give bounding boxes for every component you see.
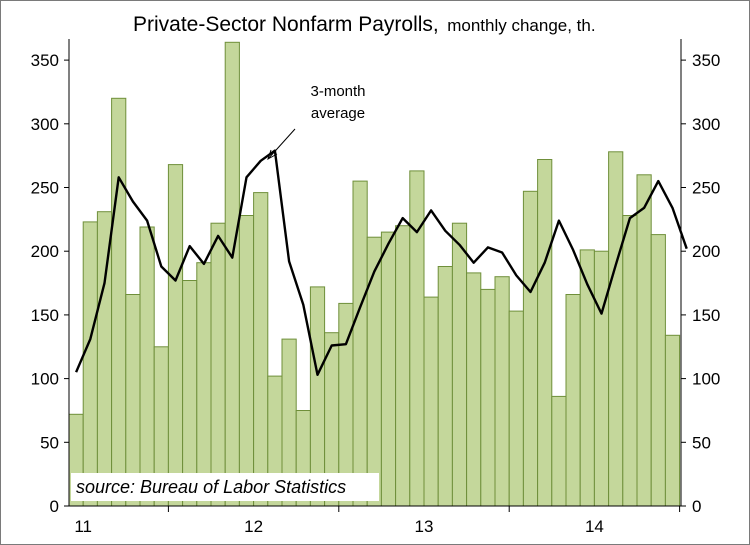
right-y-tick-label: 150 bbox=[692, 306, 720, 325]
left-y-tick-label: 200 bbox=[31, 242, 59, 261]
x-tick-label: 12 bbox=[244, 517, 263, 536]
bar bbox=[253, 192, 269, 507]
chart-subtitle: monthly change, th. bbox=[447, 16, 595, 35]
right-y-tick-label: 50 bbox=[692, 433, 711, 452]
bar bbox=[409, 170, 425, 507]
bar bbox=[352, 180, 368, 507]
bar bbox=[650, 234, 666, 507]
right-y-tick-label: 350 bbox=[692, 51, 720, 70]
bar bbox=[210, 222, 226, 507]
bar bbox=[608, 151, 624, 507]
bar bbox=[537, 159, 553, 507]
bar bbox=[636, 174, 652, 507]
axes bbox=[64, 39, 686, 512]
left-y-tick-label: 50 bbox=[40, 433, 59, 452]
average-line bbox=[74, 149, 688, 376]
bar bbox=[139, 226, 155, 507]
annotation-line-1: 3-month bbox=[310, 83, 365, 100]
left-y-tick-label: 300 bbox=[31, 115, 59, 134]
x-tick-label: 14 bbox=[585, 517, 604, 536]
bar bbox=[451, 222, 468, 507]
chart-title: Private-Sector Nonfarm Payrolls, monthly… bbox=[133, 13, 596, 36]
bar bbox=[238, 215, 255, 507]
bar bbox=[508, 310, 524, 507]
bar bbox=[196, 262, 212, 507]
annotation-group: 3-month average bbox=[267, 83, 366, 161]
bar bbox=[437, 266, 453, 507]
right-y-tick-label: 0 bbox=[692, 497, 701, 516]
right-y-tick-label: 200 bbox=[692, 242, 720, 261]
bar bbox=[82, 221, 98, 507]
annotation-line-2: average bbox=[311, 105, 365, 122]
left-y-tick-label: 150 bbox=[31, 306, 59, 325]
bar bbox=[551, 395, 567, 507]
annotation-arrowhead bbox=[267, 149, 278, 161]
chart-title-main: Private-Sector Nonfarm Payrolls, bbox=[133, 13, 439, 36]
left-y-tick-label: 0 bbox=[50, 497, 59, 516]
three-month-average-series bbox=[74, 149, 688, 376]
bar bbox=[494, 276, 510, 507]
source-box bbox=[71, 473, 379, 501]
x-tick-label: 13 bbox=[415, 517, 434, 536]
x-tick-label: 11 bbox=[74, 517, 92, 536]
bar bbox=[423, 296, 439, 507]
bar bbox=[96, 211, 113, 507]
bar bbox=[522, 190, 539, 507]
left-y-tick-label: 350 bbox=[31, 51, 59, 70]
right-y-tick-label: 250 bbox=[692, 179, 720, 198]
bar bbox=[182, 280, 198, 507]
bar bbox=[395, 225, 411, 507]
left-y-tick-label: 100 bbox=[31, 370, 59, 389]
right-y-tick-label: 300 bbox=[692, 115, 720, 134]
bar bbox=[466, 272, 482, 507]
bar bbox=[565, 294, 581, 507]
bar bbox=[593, 250, 610, 507]
bar bbox=[579, 249, 595, 507]
bar bbox=[224, 41, 240, 507]
bar bbox=[167, 164, 184, 507]
bar-series bbox=[68, 41, 681, 507]
bar bbox=[664, 334, 681, 507]
left-y-tick-label: 250 bbox=[31, 179, 59, 198]
annotation-arrow bbox=[267, 128, 296, 160]
right-y-tick-label: 100 bbox=[692, 370, 720, 389]
tick-labels: 0 0 50 50 100 100 150 150 200 200 250 250 300 300 350 3… bbox=[31, 51, 721, 536]
bar bbox=[111, 97, 127, 507]
bar bbox=[622, 215, 638, 507]
bar bbox=[480, 288, 496, 507]
source-note: source: Bureau of Labor Statistics bbox=[76, 477, 346, 497]
bar bbox=[366, 236, 382, 507]
bar bbox=[380, 231, 397, 507]
